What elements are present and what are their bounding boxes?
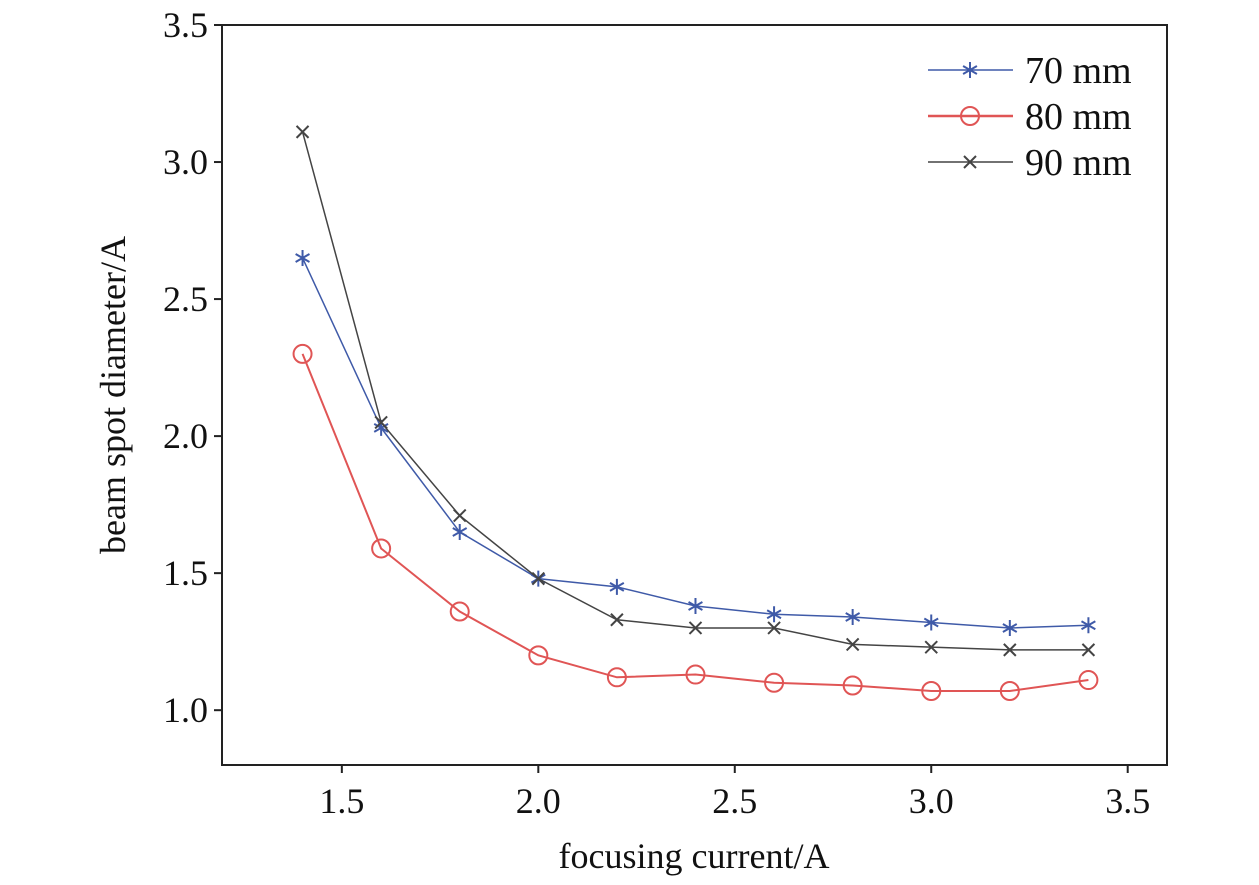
series-90-mm <box>295 125 1096 657</box>
circle-marker <box>685 664 706 685</box>
y-axis-label: beam spot diameter/A <box>93 236 133 554</box>
asterisk-marker <box>1002 619 1018 636</box>
x-marker <box>924 640 938 654</box>
x-marker <box>688 621 703 635</box>
y-tick-label: 2.5 <box>163 279 208 319</box>
x-marker <box>845 637 860 652</box>
circle-marker <box>528 645 549 666</box>
plot-frame <box>221 24 1168 766</box>
x-marker <box>1081 643 1096 657</box>
x-marker <box>963 155 977 169</box>
series-line <box>301 131 1089 651</box>
asterisk-marker <box>1080 617 1096 634</box>
circle-marker <box>371 538 392 559</box>
circle-marker <box>1078 670 1099 691</box>
y-tick-label: 3.5 <box>163 5 208 45</box>
circle-marker <box>999 681 1020 701</box>
x-tick-label: 3.5 <box>1105 781 1150 821</box>
circle-marker <box>292 343 313 364</box>
asterisk-marker <box>609 578 625 595</box>
asterisk-marker <box>962 62 978 78</box>
series-80-mm <box>292 343 1099 701</box>
legend-label: 70 mm <box>1025 50 1132 92</box>
asterisk-marker <box>295 249 310 266</box>
asterisk-marker <box>766 606 782 623</box>
x-tick-label: 3.0 <box>909 781 954 821</box>
asterisk-marker <box>923 614 939 631</box>
y-tick-label: 2.0 <box>163 416 208 456</box>
y-tick-label: 3.0 <box>163 142 208 182</box>
legend-label: 80 mm <box>1025 96 1132 138</box>
x-marker <box>610 613 624 627</box>
series-line <box>301 353 1089 692</box>
legend-item: 90 mm <box>928 142 1132 184</box>
legend-item: 80 mm <box>928 96 1132 138</box>
x-tick-label: 2.0 <box>516 781 561 821</box>
y-tick-label: 1.0 <box>163 690 208 730</box>
legend-item: 70 mm <box>928 50 1132 92</box>
series-line <box>301 257 1089 629</box>
circle-marker <box>960 106 980 126</box>
y-tick-label: 1.5 <box>163 553 208 593</box>
circle-marker <box>764 672 785 693</box>
asterisk-marker <box>688 598 703 615</box>
x-marker <box>374 415 388 430</box>
asterisk-marker <box>452 524 468 541</box>
legend-label: 90 mm <box>1025 142 1132 184</box>
circle-marker <box>842 675 863 696</box>
x-axis-label: focusing current/A <box>559 836 830 876</box>
asterisk-marker <box>845 609 861 625</box>
x-marker <box>767 621 781 635</box>
x-marker <box>1003 643 1017 657</box>
circle-marker <box>606 667 627 688</box>
x-tick-label: 2.5 <box>712 781 757 821</box>
circle-marker <box>449 601 470 622</box>
x-marker <box>453 508 467 523</box>
x-marker <box>295 125 310 139</box>
circle-marker <box>921 681 942 701</box>
x-tick-label: 1.5 <box>319 781 364 821</box>
series-70-mm <box>295 249 1096 636</box>
x-marker <box>531 571 546 586</box>
